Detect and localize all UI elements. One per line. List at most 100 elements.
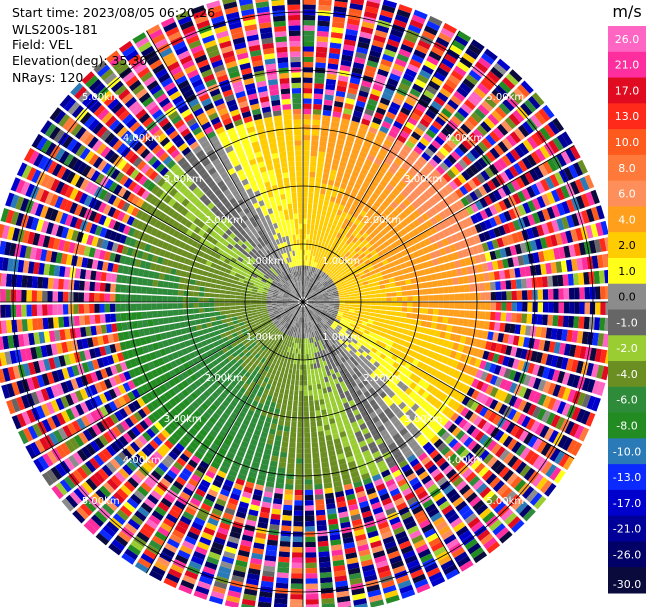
range-gate xyxy=(319,566,332,573)
range-gate xyxy=(303,281,305,287)
range-gate xyxy=(315,57,327,63)
range-gate xyxy=(471,245,479,255)
range-gate xyxy=(309,171,316,178)
range-gate xyxy=(394,157,403,166)
range-gate xyxy=(390,266,397,273)
range-gate xyxy=(315,499,325,506)
range-gate xyxy=(304,281,307,287)
range-gate xyxy=(303,171,309,177)
range-gate xyxy=(337,311,344,315)
range-gate xyxy=(312,296,318,299)
range-gate xyxy=(368,351,375,358)
range-gate xyxy=(437,131,449,142)
range-gate xyxy=(398,180,407,189)
range-gate xyxy=(322,419,329,426)
range-gate xyxy=(443,302,450,309)
range-gate xyxy=(328,240,334,246)
range-gate xyxy=(369,49,382,58)
range-gate xyxy=(314,287,319,292)
range-gate xyxy=(488,271,495,281)
range-gate xyxy=(312,119,321,126)
range-gate xyxy=(395,286,402,292)
range-gate xyxy=(511,458,523,471)
range-gate xyxy=(404,185,413,194)
range-gate xyxy=(312,457,320,464)
range-gate xyxy=(326,312,332,316)
range-gate xyxy=(459,293,465,301)
range-gate xyxy=(541,208,551,221)
range-gate xyxy=(452,369,461,379)
range-gate xyxy=(320,287,326,292)
range-gate xyxy=(349,153,358,161)
range-gate xyxy=(374,313,381,318)
range-gate xyxy=(517,255,525,266)
range-gate xyxy=(298,411,303,417)
range-gate xyxy=(352,199,360,207)
range-gate xyxy=(358,173,366,181)
range-gate xyxy=(299,385,303,391)
range-gate xyxy=(547,275,554,287)
range-gate xyxy=(497,123,509,136)
range-gate xyxy=(366,323,373,328)
range-gate xyxy=(326,73,337,80)
range-gate xyxy=(304,489,314,496)
range-gate xyxy=(347,328,353,333)
range-gate xyxy=(399,236,407,244)
range-gate xyxy=(399,148,409,158)
range-gate xyxy=(345,232,352,239)
range-gate xyxy=(507,334,515,345)
range-gate xyxy=(327,271,333,276)
range-gate xyxy=(527,290,533,300)
range-gate xyxy=(370,290,376,295)
range-gate xyxy=(520,348,528,360)
range-gate xyxy=(319,247,324,254)
range-gate xyxy=(369,224,377,232)
range-gate xyxy=(337,245,343,251)
range-gate xyxy=(310,421,317,427)
range-gate xyxy=(417,39,431,50)
range-gate xyxy=(480,170,491,181)
range-gate xyxy=(417,346,425,354)
range-gate xyxy=(388,192,397,201)
range-gate xyxy=(307,369,311,375)
range-gate xyxy=(477,157,488,169)
range-gate xyxy=(315,373,320,380)
range-gate xyxy=(477,418,487,430)
range-gate xyxy=(315,310,321,315)
range-gate xyxy=(581,393,591,408)
range-gate xyxy=(561,216,570,230)
range-gate xyxy=(284,489,294,495)
range-gate xyxy=(278,393,284,399)
range-gate xyxy=(383,116,394,125)
range-gate xyxy=(504,323,511,333)
range-gate xyxy=(320,231,325,238)
range-gate xyxy=(556,202,566,216)
range-gate xyxy=(422,302,429,308)
range-gate xyxy=(579,302,585,315)
range-gate xyxy=(318,284,324,289)
range-gate xyxy=(329,282,335,287)
range-gate xyxy=(548,430,559,444)
range-gate xyxy=(494,249,502,259)
range-gate xyxy=(315,177,322,184)
range-gate xyxy=(461,139,473,151)
range-gate xyxy=(526,313,533,324)
range-gate xyxy=(344,278,351,283)
range-gate xyxy=(308,302,314,305)
range-gate xyxy=(515,444,527,457)
range-gate xyxy=(424,147,435,158)
range-gate xyxy=(308,192,314,199)
range-gate xyxy=(364,213,372,221)
range-gate xyxy=(374,246,382,253)
range-gate xyxy=(469,310,475,319)
range-gate xyxy=(319,285,324,290)
range-gate xyxy=(349,299,356,302)
range-gate xyxy=(422,295,429,301)
range-gate xyxy=(289,389,294,396)
range-gate xyxy=(382,53,395,63)
range-gate xyxy=(312,294,318,298)
range-gate xyxy=(348,227,355,234)
range-gate xyxy=(504,116,517,130)
range-gate xyxy=(453,177,463,187)
range-gate xyxy=(303,0,316,5)
